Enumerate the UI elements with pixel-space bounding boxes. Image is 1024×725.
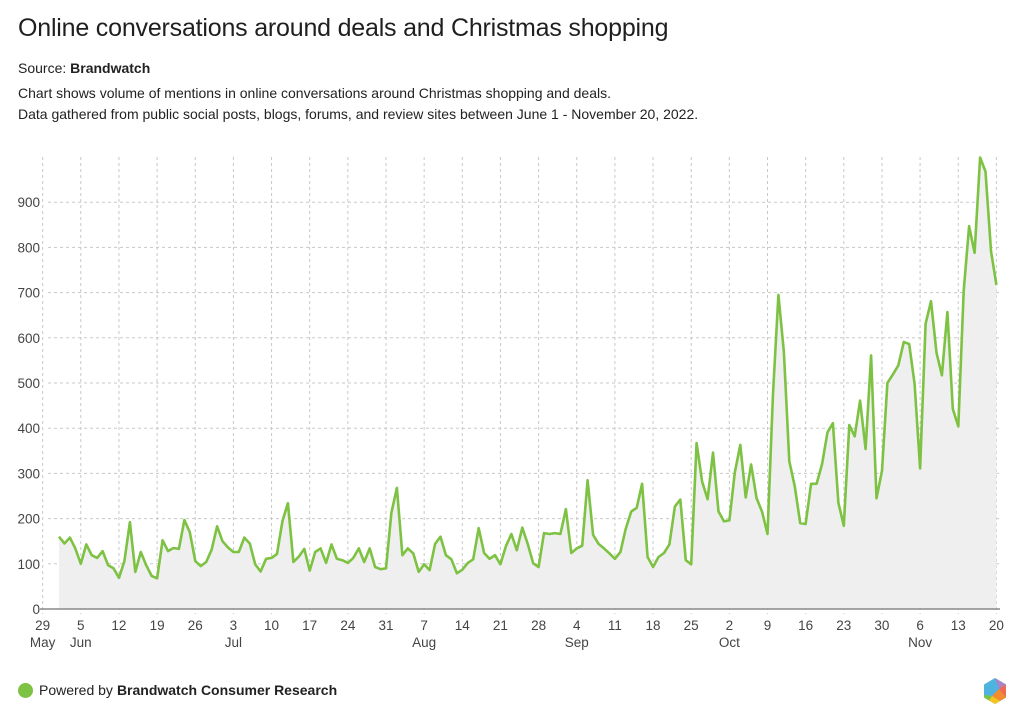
x-tick-label: 16 [798, 618, 813, 633]
x-tick-label: 2 [726, 618, 734, 633]
x-tick-label: 29 [35, 618, 50, 633]
y-axis-ticks: 0 100 200 300 400 500 600 700 800 900 [17, 195, 40, 617]
x-tick-label: 9 [764, 618, 772, 633]
y-tick-label: 400 [17, 421, 40, 436]
x-tick-label: 10 [264, 618, 279, 633]
x-month-label: Sep [565, 635, 589, 650]
x-tick-label: 5 [77, 618, 85, 633]
x-month-label: Aug [412, 635, 436, 650]
y-tick-label: 0 [32, 602, 40, 617]
x-tick-label: 13 [951, 618, 966, 633]
powered-by-label: Powered by [39, 682, 113, 698]
description-line-2: Data gathered from public social posts, … [18, 106, 699, 122]
source-line: Source: Brandwatch [18, 60, 150, 76]
x-tick-label: 7 [420, 618, 428, 633]
x-tick-label: 14 [455, 618, 471, 633]
x-tick-label: 11 [608, 618, 622, 633]
x-tick-label: 3 [230, 618, 238, 633]
x-tick-label: 18 [646, 618, 661, 633]
y-tick-label: 100 [17, 557, 40, 572]
chart-title: Online conversations around deals and Ch… [18, 14, 669, 42]
footer: Powered by Brandwatch Consumer Research [18, 682, 337, 698]
description-line-1: Chart shows volume of mentions in online… [18, 85, 611, 101]
brand-name: Brandwatch Consumer Research [116, 682, 338, 698]
x-tick-label: 17 [302, 618, 317, 633]
y-tick-label: 700 [17, 286, 40, 301]
y-tick-label: 500 [17, 376, 40, 391]
y-tick-label: 900 [17, 195, 40, 210]
y-tick-label: 300 [17, 466, 40, 481]
x-month-label: Oct [719, 635, 740, 650]
x-tick-label: 26 [188, 618, 203, 633]
legend-dot-icon [18, 682, 33, 698]
x-month-label: Jul [225, 635, 242, 650]
chart-description: Chart shows volume of mentions in online… [18, 83, 698, 125]
x-tick-label: 25 [684, 618, 699, 633]
series-line [57, 156, 998, 580]
x-month-label: May [30, 635, 56, 650]
x-tick-label: 31 [378, 618, 393, 633]
source-label: Source: [18, 60, 67, 76]
x-tick-label: 30 [874, 618, 889, 633]
brandwatch-hexagon-logo-icon [984, 678, 1006, 704]
x-tick-label: 24 [340, 618, 356, 633]
source-name: Brandwatch [70, 60, 151, 76]
x-tick-label: 28 [531, 618, 546, 633]
x-tick-label: 12 [111, 618, 126, 633]
x-tick-label: 23 [836, 618, 851, 633]
x-tick-label: 21 [493, 618, 508, 633]
area-fill [59, 157, 997, 609]
y-tick-label: 200 [17, 512, 40, 527]
x-month-label: Nov [908, 635, 932, 650]
y-tick-label: 800 [17, 240, 40, 255]
y-tick-label: 600 [17, 331, 40, 346]
x-tick-label: 19 [150, 618, 165, 633]
x-tick-label: 4 [573, 618, 581, 633]
x-month-label: Jun [70, 635, 92, 650]
x-tick-label: 6 [916, 618, 924, 633]
x-tick-label: 20 [989, 618, 1004, 633]
